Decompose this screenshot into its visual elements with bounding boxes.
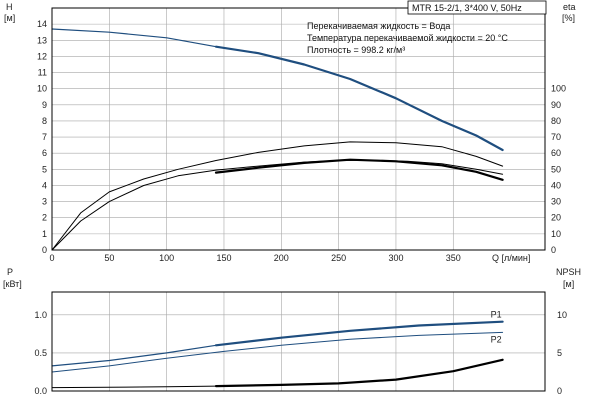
y-left-tick-label: 3: [42, 197, 47, 207]
bottom-series-line: [214, 320, 504, 347]
axis-title-eta-symbol: eta: [563, 2, 576, 12]
top-series-line: [51, 159, 504, 251]
top-grid: [52, 8, 545, 250]
p-tick-label: 1.0: [34, 310, 47, 320]
y-left-tick-label: 10: [37, 84, 47, 94]
top-plot-frame: [51, 7, 546, 251]
y-left-tick-label: 1: [42, 229, 47, 239]
axis-title-p-symbol: P: [7, 267, 13, 277]
y-right-tick-label: 20: [551, 213, 561, 223]
axis-title-p-unit: [кВт]: [3, 279, 22, 289]
y-left-tick-label: 11: [38, 68, 47, 78]
y-right-tick-label: 80: [551, 116, 561, 126]
p-tick-label: 0.5: [34, 348, 47, 358]
y-left-tick-label: 7: [42, 132, 47, 142]
y-left-tick-label: 12: [37, 51, 47, 61]
y-left-tick-label: 0: [42, 245, 47, 255]
x-axis-title: Q [л/мин]: [492, 253, 530, 263]
y-left-tick-label: 13: [37, 35, 47, 45]
top-tick-labels: 0 50 100 150 200 250 300 350 Q [л/мин]0123456789…: [37, 19, 566, 263]
axis-title-npsh-unit: [м]: [563, 279, 574, 289]
series-labels: P1 P2: [491, 310, 502, 345]
x-tick-label: 50: [104, 253, 114, 263]
y-right-tick-label: 70: [551, 132, 561, 142]
axis-title-npsh-symbol: NPSH: [556, 267, 581, 277]
info-density: Плотность = 998.2 кг/м³: [307, 45, 405, 55]
bottom-series-group: [51, 320, 504, 389]
y-right-tick-label: 100: [551, 84, 566, 94]
y-right-tick-label: 90: [551, 100, 561, 110]
y-left-tick-label: 4: [42, 180, 47, 190]
title-box: [407, 0, 547, 15]
bottom-plot-frame: [51, 291, 546, 392]
npsh-tick-label: 0: [557, 386, 562, 396]
axis-title-h-unit: [м]: [4, 13, 15, 23]
y-left-tick-label: 5: [42, 164, 47, 174]
y-left-tick-label: 2: [42, 213, 47, 223]
x-tick-label: 350: [446, 253, 461, 263]
bottom-series-line: [51, 344, 217, 367]
y-right-tick-label: 40: [551, 180, 561, 190]
top-series-group: [51, 28, 504, 251]
bottom-grid: [52, 292, 545, 391]
npsh-tick-label: 10: [557, 310, 567, 320]
top-series-line: [51, 28, 217, 48]
bottom-series-line: [51, 331, 504, 373]
x-tick-label: 200: [274, 253, 289, 263]
x-tick-label: 250: [331, 253, 346, 263]
top-series-line: [214, 45, 504, 152]
bottom-series-line: [51, 385, 217, 389]
top-series-line: [214, 158, 504, 181]
bottom-tick-labels: 0.0 0.5 1.0 0 5 10: [34, 310, 567, 396]
y-right-tick-label: 30: [551, 197, 561, 207]
bottom-series-line: [214, 358, 504, 388]
y-left-tick-label: 9: [42, 100, 47, 110]
y-left-tick-label: 8: [42, 116, 47, 126]
y-right-tick-label: 50: [551, 164, 561, 174]
info-liquid: Перекачиваемая жидкость = Вода: [307, 21, 450, 31]
x-tick-label: 150: [216, 253, 231, 263]
series-label-p1: P1: [491, 310, 502, 320]
x-tick-label: 300: [388, 253, 403, 263]
axis-title-h-symbol: H: [6, 2, 13, 12]
axis-title-eta-unit: [%]: [562, 13, 575, 23]
y-right-tick-label: 0: [551, 245, 556, 255]
y-left-tick-label: 14: [37, 19, 47, 29]
y-left-tick-label: 6: [42, 148, 47, 158]
top-series-line: [51, 141, 504, 251]
series-label-p2: P2: [491, 334, 502, 344]
p-tick-label: 0.0: [34, 386, 47, 396]
info-temperature: Температура перекачиваемой жидкости = 20…: [307, 33, 508, 43]
x-tick-label: 100: [159, 253, 174, 263]
x-tick-label: 0: [49, 253, 54, 263]
y-right-tick-label: 10: [551, 229, 561, 239]
y-right-tick-label: 60: [551, 148, 561, 158]
chart-title: MTR 15-2/1, 3*400 V, 50Hz: [412, 3, 522, 13]
npsh-tick-label: 5: [557, 348, 562, 358]
